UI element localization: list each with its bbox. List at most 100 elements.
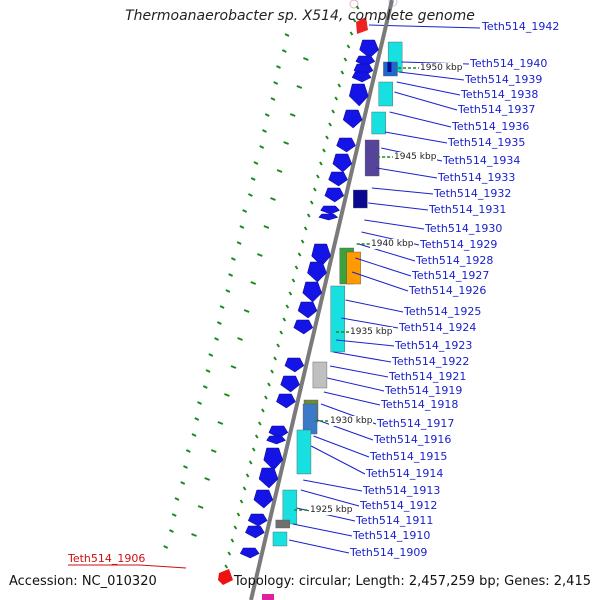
- gc-tick: [337, 83, 342, 88]
- gene-arrow[interactable]: [282, 489, 298, 525]
- gene-arrow[interactable]: [276, 393, 296, 409]
- gene-arrow[interactable]: [266, 435, 286, 445]
- gene-label[interactable]: Teth514_1914: [366, 467, 444, 480]
- gene-arrow[interactable]: [312, 361, 328, 389]
- gene-label[interactable]: Teth514_1939: [465, 73, 543, 86]
- gene-label[interactable]: Teth514_1930: [425, 222, 503, 235]
- gc-tick: [270, 97, 276, 101]
- gene-label[interactable]: Teth514_1923: [395, 339, 473, 352]
- gene-label[interactable]: Teth514_1916: [374, 433, 452, 446]
- gene-arrow[interactable]: [332, 153, 353, 173]
- gene-label[interactable]: Teth514_1911: [356, 514, 434, 527]
- gene-arrow[interactable]: [258, 467, 279, 489]
- gene-label[interactable]: Teth514_1926: [409, 284, 487, 297]
- label-connector: [368, 202, 429, 211]
- gene-label[interactable]: Teth514_1937: [458, 103, 536, 116]
- gene-arrow[interactable]: [302, 281, 323, 303]
- gc-tick: [197, 505, 204, 509]
- label-connector: [399, 71, 465, 81]
- accession-text: Accession: NC_010320: [9, 574, 157, 589]
- gene-label[interactable]: Teth514_1915: [370, 450, 448, 463]
- gene-label[interactable]: Teth514_1934: [443, 154, 521, 167]
- gc-tick: [283, 141, 290, 145]
- gene-label[interactable]: Teth514_1921: [389, 370, 467, 383]
- gene-arrow[interactable]: [263, 447, 284, 471]
- gene-arrow[interactable]: [328, 171, 348, 187]
- gene-arrow[interactable]: [284, 357, 305, 373]
- genome-backbone: [249, 0, 394, 600]
- gene-arrow[interactable]: [346, 251, 361, 285]
- gene-arrow[interactable]: [356, 17, 368, 34]
- gene-arrow[interactable]: [253, 489, 274, 509]
- gene-arrow[interactable]: [330, 285, 345, 353]
- gene-arrow[interactable]: [272, 531, 288, 547]
- gc-tick: [208, 353, 214, 357]
- gene-arrow[interactable]: [348, 83, 369, 107]
- gene-arrow[interactable]: [268, 425, 289, 439]
- gene-label[interactable]: Teth514_1928: [416, 254, 494, 267]
- gc-tick: [261, 408, 265, 413]
- gene-label[interactable]: Teth514_1938: [461, 88, 539, 101]
- gene-arrow[interactable]: [311, 243, 331, 267]
- gc-tick: [242, 209, 248, 213]
- gene-label[interactable]: Teth514_1912: [360, 499, 438, 512]
- gene-arrow[interactable]: [320, 205, 341, 215]
- gene-label[interactable]: Teth514_1927: [412, 269, 490, 282]
- gc-tick: [216, 321, 222, 325]
- gc-tick: [276, 343, 280, 348]
- gene-arrow[interactable]: [342, 109, 363, 129]
- gene-arrow[interactable]: [387, 62, 392, 72]
- gene-label[interactable]: Teth514_1917: [377, 417, 455, 430]
- gene-label[interactable]: Teth514_1936: [452, 120, 530, 133]
- gc-tick: [256, 253, 263, 257]
- gene-arrow[interactable]: [218, 569, 233, 585]
- gene-label[interactable]: Teth514_1931: [429, 203, 507, 216]
- gc-tick: [197, 401, 202, 405]
- gene-arrow[interactable]: [359, 39, 379, 59]
- gene-label[interactable]: Teth514_1922: [392, 355, 470, 368]
- gene-arrow[interactable]: [293, 319, 314, 335]
- gene-arrow[interactable]: [247, 513, 268, 527]
- gene-label[interactable]: Teth514_1929: [420, 238, 498, 251]
- gene-arrow[interactable]: [297, 301, 318, 319]
- gc-tick: [219, 305, 225, 309]
- gene-label[interactable]: Teth514_1933: [438, 171, 516, 184]
- gene-arrow[interactable]: [353, 189, 368, 209]
- gene-label[interactable]: Teth514_1924: [399, 321, 477, 334]
- gene-arrow[interactable]: [280, 375, 300, 393]
- gene-arrow[interactable]: [275, 519, 290, 529]
- gene-arrow[interactable]: [364, 139, 380, 177]
- gc-tick: [210, 449, 217, 453]
- gene-arrow[interactable]: [336, 137, 356, 153]
- gene-arrow[interactable]: [245, 525, 265, 539]
- gene-label[interactable]: Teth514_1919: [385, 384, 463, 397]
- gc-tick: [297, 252, 302, 257]
- gene-label[interactable]: Teth514_1913: [363, 484, 441, 497]
- gene-arrow[interactable]: [307, 261, 327, 283]
- gene-arrow[interactable]: [378, 81, 393, 107]
- gene-label[interactable]: Teth514_1940: [470, 57, 548, 70]
- gene-label[interactable]: Teth514_1910: [353, 529, 431, 542]
- gene-arrow[interactable]: [262, 594, 274, 600]
- gc-tick: [270, 197, 276, 201]
- gene-label[interactable]: Teth514_1935: [448, 136, 526, 149]
- gene-label[interactable]: Teth514_1918: [381, 398, 459, 411]
- label-connector: [303, 479, 363, 492]
- gene-arrow[interactable]: [302, 403, 318, 435]
- gene-label[interactable]: Teth514_1925: [404, 305, 482, 318]
- label-connector: [292, 523, 353, 537]
- gene-arrow[interactable]: [239, 547, 260, 559]
- gene-label[interactable]: Teth514_1906: [68, 552, 146, 565]
- gene-arrow[interactable]: [351, 71, 372, 83]
- gene-label[interactable]: Teth514_1942: [482, 20, 560, 33]
- gene-arrow[interactable]: [324, 187, 345, 203]
- gene-label[interactable]: Teth514_1909: [350, 546, 428, 559]
- gene-arrow[interactable]: [318, 213, 339, 221]
- gene-label[interactable]: Teth514_1932: [434, 187, 512, 200]
- gene-arrow[interactable]: [296, 429, 312, 475]
- gc-tick: [328, 122, 332, 127]
- gene-arrow[interactable]: [371, 111, 386, 135]
- gene-arrow[interactable]: [355, 55, 376, 67]
